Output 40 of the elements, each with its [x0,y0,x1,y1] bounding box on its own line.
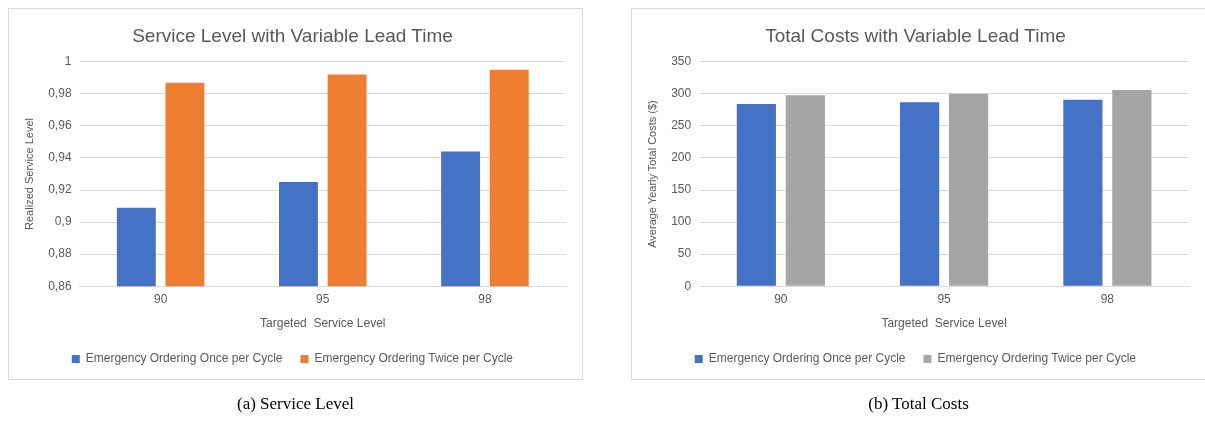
y-tick-label: 0,9 [54,214,72,229]
y-tick-label: 150 [671,182,692,197]
x-tick-label: 90 [153,291,168,306]
y-tick-label: 0,86 [48,278,72,293]
y-tick-label: 1 [64,54,72,69]
x-axis-title: Targeted Service Level [260,316,386,331]
bar [949,93,989,286]
y-tick-label: 50 [677,246,692,261]
text: (a) Service Level [235,394,355,414]
legend-label: Emergency Ordering Once per Cycle [85,351,283,366]
y-tick-label: 0,96 [48,118,72,133]
y-tick-label: 100 [671,214,692,229]
legend-label: Emergency Ordering Once per Cycle [708,351,906,366]
text: (b) Total Costs [867,394,970,414]
legend-label: Emergency Ordering Twice per Cycle [937,351,1137,366]
x-tick-label: 98 [1100,291,1115,306]
bar [1063,99,1103,286]
y-tick-label: 0 [684,278,692,293]
y-tick-label: 300 [671,86,692,101]
bar [900,102,940,286]
y-tick-label: 200 [671,150,692,165]
legend-label: Emergency Ordering Twice per Cycle [314,351,514,366]
y-tick-label: 250 [671,118,692,133]
y-axis-title: Realized Service Level [22,118,35,230]
y-tick-label: 350 [671,54,692,69]
y-tick-label: 0,92 [48,182,72,197]
y-tick-label: 0,94 [48,150,72,165]
chart-title: Total Costs with Variable Lead Time [765,24,1066,46]
y-tick-label: 0,88 [48,246,72,261]
bar [1112,90,1152,286]
x-tick-label: 98 [478,291,492,306]
x-tick-label: 95 [316,291,330,306]
bar [736,104,776,286]
y-tick-label: 0,98 [48,86,72,101]
chart-title: Service Level with Variable Lead Time [132,24,453,46]
bar [785,95,825,286]
x-tick-label: 95 [937,291,952,306]
y-axis-title: Average Yearly Total Costs ($) [645,100,658,248]
x-axis-title: Targeted Service Level [881,316,1007,331]
x-tick-label: 90 [774,291,788,306]
